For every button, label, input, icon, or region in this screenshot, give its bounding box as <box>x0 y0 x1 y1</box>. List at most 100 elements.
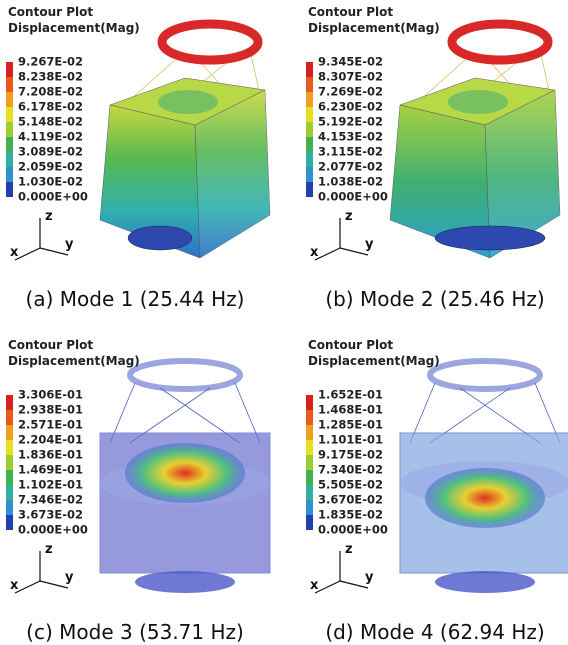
panel-title: Contour Plot <box>8 338 93 352</box>
axis-line <box>340 581 368 588</box>
caption: (b) Mode 2 (25.46 Hz) <box>325 287 544 311</box>
legend-label: 5.192E-02 <box>318 115 383 129</box>
legend-label: 9.175E-02 <box>318 448 383 462</box>
axis-line <box>315 581 340 593</box>
legend-label: 1.652E-01 <box>318 388 383 402</box>
top-ring <box>430 361 540 389</box>
legend-band <box>306 92 313 107</box>
axis-line <box>40 248 68 255</box>
legend-label: 7.346E-02 <box>18 493 83 507</box>
axis-line <box>15 581 40 593</box>
legend-label: 4.153E-02 <box>318 130 383 144</box>
legend-label: 6.178E-02 <box>18 100 83 114</box>
panel: Contour Plot Displacement(Mag) 9.345E-028.… <box>306 5 560 311</box>
caption: (a) Mode 1 (25.44 Hz) <box>26 287 245 311</box>
legend-label: 0.000E+00 <box>318 190 388 204</box>
cube-hole <box>158 90 218 114</box>
legend-band <box>306 485 313 500</box>
base-disk <box>435 571 535 593</box>
legend-label: 5.148E-02 <box>18 115 83 129</box>
legend-label: 2.938E-01 <box>18 403 83 417</box>
axis-label: z <box>345 542 353 557</box>
legend-band <box>6 182 13 197</box>
panel: Contour PlotDisplacement(Mag)3.306E-012.… <box>6 338 270 644</box>
legend-label: 8.307E-02 <box>318 70 383 84</box>
legend-label: 7.269E-02 <box>318 85 383 99</box>
axis-label: y <box>365 570 374 585</box>
legend-band <box>306 455 313 470</box>
axis-line <box>315 248 340 260</box>
axis-label: y <box>65 570 74 585</box>
axis-label: z <box>345 209 353 224</box>
base-disk <box>435 226 545 250</box>
legend-label: 1.469E-01 <box>18 463 83 477</box>
caption: (d) Mode 4 (62.94 Hz) <box>325 620 544 644</box>
legend-label: 3.115E-02 <box>318 145 383 159</box>
legend-label: 8.238E-02 <box>18 70 83 84</box>
legend-band <box>6 410 13 425</box>
base-disk <box>135 571 235 593</box>
legend-band <box>6 455 13 470</box>
legend-label: 7.208E-02 <box>18 85 83 99</box>
legend-label: 1.102E-01 <box>18 478 83 492</box>
legend-label: 6.230E-02 <box>318 100 383 114</box>
panel-subtitle: Displacement(Mag) <box>8 354 140 368</box>
legend-band <box>6 515 13 530</box>
legend-band <box>306 410 313 425</box>
axis-label: y <box>65 237 74 252</box>
legend-label: 2.077E-02 <box>318 160 383 174</box>
legend-label: 3.673E-02 <box>18 508 83 522</box>
legend-band <box>6 500 13 515</box>
legend-band <box>6 440 13 455</box>
legend-band <box>6 167 13 182</box>
legend-band <box>6 92 13 107</box>
axis-label: x <box>10 245 19 260</box>
legend-band <box>306 395 313 410</box>
legend-label: 1.101E-01 <box>318 433 383 447</box>
legend-label: 7.340E-02 <box>318 463 383 477</box>
legend-band <box>306 107 313 122</box>
mode-shape <box>125 443 245 503</box>
axis-line <box>15 248 40 260</box>
axis-label: z <box>45 542 53 557</box>
legend-label: 5.505E-02 <box>318 478 383 492</box>
legend-band <box>6 152 13 167</box>
legend-band <box>306 500 313 515</box>
legend-band <box>6 107 13 122</box>
panel-subtitle: Displacement(Mag) <box>308 354 440 368</box>
top-ring <box>452 24 548 60</box>
legend-band <box>306 62 313 77</box>
legend-band <box>6 425 13 440</box>
panel-title: Contour Plot <box>308 338 393 352</box>
legend-label: 3.089E-02 <box>18 145 83 159</box>
legend-band <box>6 77 13 92</box>
legend-label: 3.306E-01 <box>18 388 83 402</box>
panel-title: Contour Plot <box>308 5 393 19</box>
legend-band <box>306 167 313 182</box>
top-ring <box>130 361 240 389</box>
panel: Contour PlotDisplacement(Mag)9.267E-028.… <box>6 5 270 311</box>
legend-band <box>6 137 13 152</box>
legend-label: 2.204E-01 <box>18 433 83 447</box>
legend-label: 2.059E-02 <box>18 160 83 174</box>
legend-label: 2.571E-01 <box>18 418 83 432</box>
legend-label: 1.835E-02 <box>318 508 383 522</box>
panel-subtitle: Displacement(Mag) <box>308 21 440 35</box>
axis-line <box>40 581 68 588</box>
panel: Contour PlotDisplacement(Mag)1.652E-011.… <box>306 338 568 644</box>
legend-label: 1.468E-01 <box>318 403 383 417</box>
legend-label: 1.836E-01 <box>18 448 83 462</box>
mode-shape <box>425 468 545 528</box>
legend-band <box>6 485 13 500</box>
legend-label: 4.119E-02 <box>18 130 83 144</box>
legend-label: 0.000E+00 <box>18 523 88 537</box>
legend-band <box>306 425 313 440</box>
legend-label: 9.345E-02 <box>318 55 383 69</box>
legend-band <box>6 62 13 77</box>
axis-label: x <box>10 578 19 593</box>
legend-band <box>6 122 13 137</box>
legend-label: 0.000E+00 <box>18 190 88 204</box>
axis-line <box>340 248 368 255</box>
legend-band <box>306 77 313 92</box>
legend-band <box>306 152 313 167</box>
